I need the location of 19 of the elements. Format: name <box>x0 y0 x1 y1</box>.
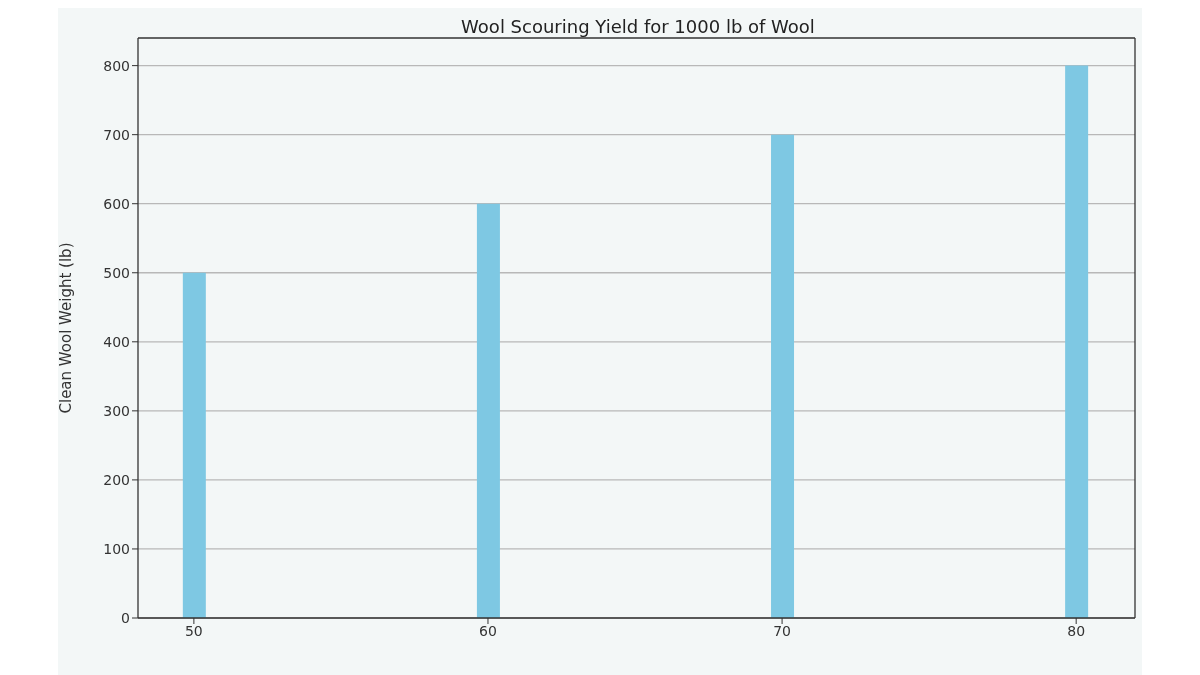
y-axis-title: Clean Wool Weight (lb) <box>57 242 76 414</box>
y-tick-label: 0 <box>121 609 130 626</box>
y-tick-label: 100 <box>103 540 130 557</box>
chart-title: Wool Scouring Yield for 1000 lb of Wool <box>460 16 816 37</box>
y-tick-label: 500 <box>103 264 130 281</box>
y-tick-label: 800 <box>103 57 130 74</box>
bar <box>1065 65 1089 618</box>
x-tick-label: 80 <box>1067 622 1086 639</box>
y-tick-label: 600 <box>103 195 130 212</box>
x-tick-label: 60 <box>479 622 497 639</box>
bar <box>771 134 795 618</box>
bar <box>476 203 500 618</box>
x-tick-label: 70 <box>773 622 791 639</box>
y-tick-label: 700 <box>103 126 130 143</box>
y-tick-label: 300 <box>103 402 130 419</box>
y-tick-label: 400 <box>103 333 130 350</box>
bar <box>182 272 206 618</box>
x-tick-label: 50 <box>184 622 203 639</box>
y-tick-label: 200 <box>103 471 130 488</box>
